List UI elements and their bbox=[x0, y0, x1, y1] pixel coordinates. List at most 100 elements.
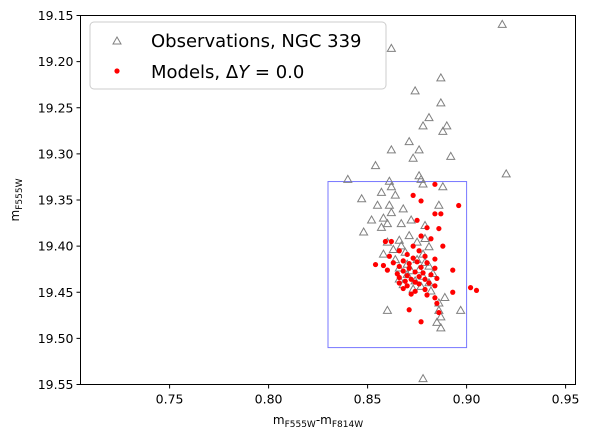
observation-point bbox=[408, 153, 419, 162]
legend-label-models: Models, ΔY = 0.0 bbox=[151, 62, 304, 83]
model-point bbox=[418, 233, 424, 239]
model-point bbox=[382, 238, 389, 245]
model-point bbox=[422, 286, 428, 293]
y-tick-label: 19.50 bbox=[38, 331, 74, 346]
model-point bbox=[450, 289, 456, 295]
y-tick-label: 19.35 bbox=[38, 193, 74, 208]
model-point bbox=[432, 211, 438, 217]
observation-point bbox=[376, 222, 387, 231]
y-ticks: 19.15 19.20 19.25 19.30 19.35 19.40 19.45 19.50… bbox=[38, 8, 81, 392]
observation-point bbox=[416, 174, 426, 183]
observation-point bbox=[426, 286, 436, 295]
observation-point bbox=[418, 179, 428, 188]
y-tick-label: 19.55 bbox=[38, 377, 74, 392]
model-point bbox=[424, 260, 430, 266]
model-point bbox=[400, 285, 406, 292]
model-point bbox=[406, 261, 412, 267]
y-axis-label: mF555W bbox=[8, 178, 25, 221]
observation-point bbox=[384, 176, 395, 185]
model-point bbox=[428, 236, 434, 242]
observation-point bbox=[370, 160, 381, 170]
model-point bbox=[396, 280, 402, 286]
observation-point bbox=[434, 200, 444, 209]
model-point bbox=[432, 256, 438, 262]
legend: Observations, NGC 339 Models, ΔY = 0.0 bbox=[89, 21, 387, 90]
observation-point bbox=[386, 207, 397, 217]
model-point bbox=[386, 253, 392, 259]
model-point bbox=[402, 278, 408, 284]
x-tick-label: 0.80 bbox=[255, 392, 283, 407]
model-point bbox=[436, 225, 442, 232]
model-point bbox=[438, 211, 444, 217]
model-point bbox=[412, 279, 418, 285]
x-tick-label: 0.85 bbox=[354, 392, 382, 407]
model-point bbox=[432, 181, 438, 187]
model-point bbox=[436, 309, 442, 316]
y-tick-label: 19.30 bbox=[38, 146, 74, 161]
models-layer bbox=[372, 181, 480, 325]
observation-point bbox=[388, 244, 399, 254]
model-point bbox=[424, 292, 430, 298]
model-point bbox=[410, 192, 416, 198]
model-point bbox=[416, 273, 422, 280]
observation-point bbox=[435, 72, 446, 82]
observation-point bbox=[437, 126, 448, 135]
selection-box bbox=[327, 181, 468, 349]
observation-point bbox=[439, 292, 450, 301]
observation-point bbox=[396, 218, 407, 228]
observation-point bbox=[342, 174, 353, 183]
observation-point bbox=[424, 241, 434, 251]
legend-frame bbox=[89, 21, 387, 90]
x-ticks: 0.75 0.80 0.85 0.90 0.95 bbox=[156, 384, 580, 407]
observation-point bbox=[378, 249, 389, 258]
observation-point bbox=[390, 190, 401, 199]
model-point bbox=[388, 238, 394, 245]
y-tick-label: 19.25 bbox=[38, 100, 74, 115]
observation-point bbox=[378, 213, 389, 222]
model-point bbox=[380, 262, 387, 269]
observation-point bbox=[435, 97, 446, 107]
model-point bbox=[432, 283, 438, 289]
observation-point bbox=[386, 43, 397, 52]
model-point bbox=[424, 225, 430, 231]
model-point bbox=[396, 263, 402, 270]
legend-label-observations: Observations, NGC 339 bbox=[151, 31, 362, 52]
observation-point bbox=[384, 200, 395, 209]
model-point bbox=[408, 291, 414, 297]
model-point bbox=[406, 307, 412, 313]
model-point bbox=[432, 265, 438, 271]
observation-point bbox=[398, 203, 409, 213]
model-point bbox=[467, 285, 474, 291]
model-point bbox=[408, 276, 414, 282]
observation-point bbox=[394, 235, 405, 244]
model-point bbox=[412, 288, 418, 294]
model-point bbox=[396, 248, 402, 254]
observation-point bbox=[501, 168, 512, 178]
observation-point bbox=[437, 181, 448, 191]
legend-triangle-marker bbox=[112, 35, 122, 45]
model-point bbox=[406, 265, 412, 271]
model-point bbox=[410, 243, 416, 249]
model-point bbox=[440, 243, 446, 249]
observation-point bbox=[424, 261, 434, 270]
model-point bbox=[396, 274, 402, 281]
observation-point bbox=[497, 19, 508, 28]
model-point bbox=[418, 319, 424, 325]
model-point bbox=[412, 269, 418, 275]
model-point bbox=[428, 272, 434, 278]
observation-point bbox=[414, 144, 424, 154]
model-point bbox=[416, 281, 422, 287]
model-point bbox=[404, 273, 410, 279]
observation-point bbox=[412, 237, 422, 246]
model-point bbox=[422, 276, 428, 282]
observation-point bbox=[396, 240, 407, 250]
model-point bbox=[400, 258, 406, 264]
model-point bbox=[390, 260, 396, 266]
observation-point bbox=[404, 136, 415, 146]
observation-point bbox=[418, 120, 428, 130]
model-point bbox=[414, 217, 420, 223]
observation-point bbox=[435, 322, 446, 332]
observation-point bbox=[372, 200, 383, 209]
legend-dot-marker bbox=[114, 68, 120, 74]
